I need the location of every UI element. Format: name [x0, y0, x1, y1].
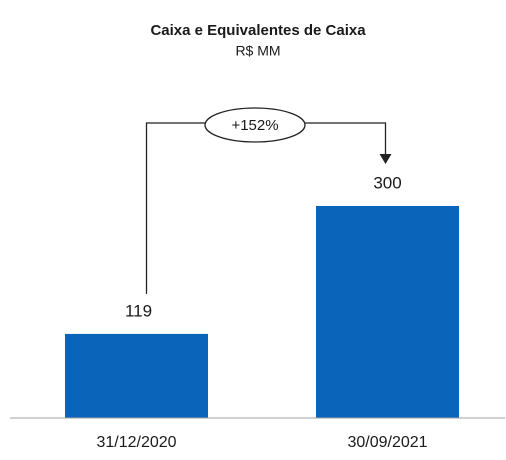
annotation-ellipse: [204, 107, 306, 143]
annotation: +152%: [231, 117, 278, 134]
value-label: 300: [373, 173, 401, 192]
chart-title: Caixa e Equivalentes de Caixa: [150, 22, 366, 39]
x-tick-label: 30/09/2021: [347, 434, 427, 451]
bar: [65, 333, 208, 418]
x-tick-label: 31/12/2020: [96, 434, 176, 451]
bar: [316, 206, 459, 418]
arrow-head: [379, 154, 392, 164]
connector: [305, 122, 387, 156]
value-label: 119: [125, 301, 152, 320]
connector: [145, 122, 205, 294]
chart-subtitle: R$ MM: [235, 43, 280, 59]
